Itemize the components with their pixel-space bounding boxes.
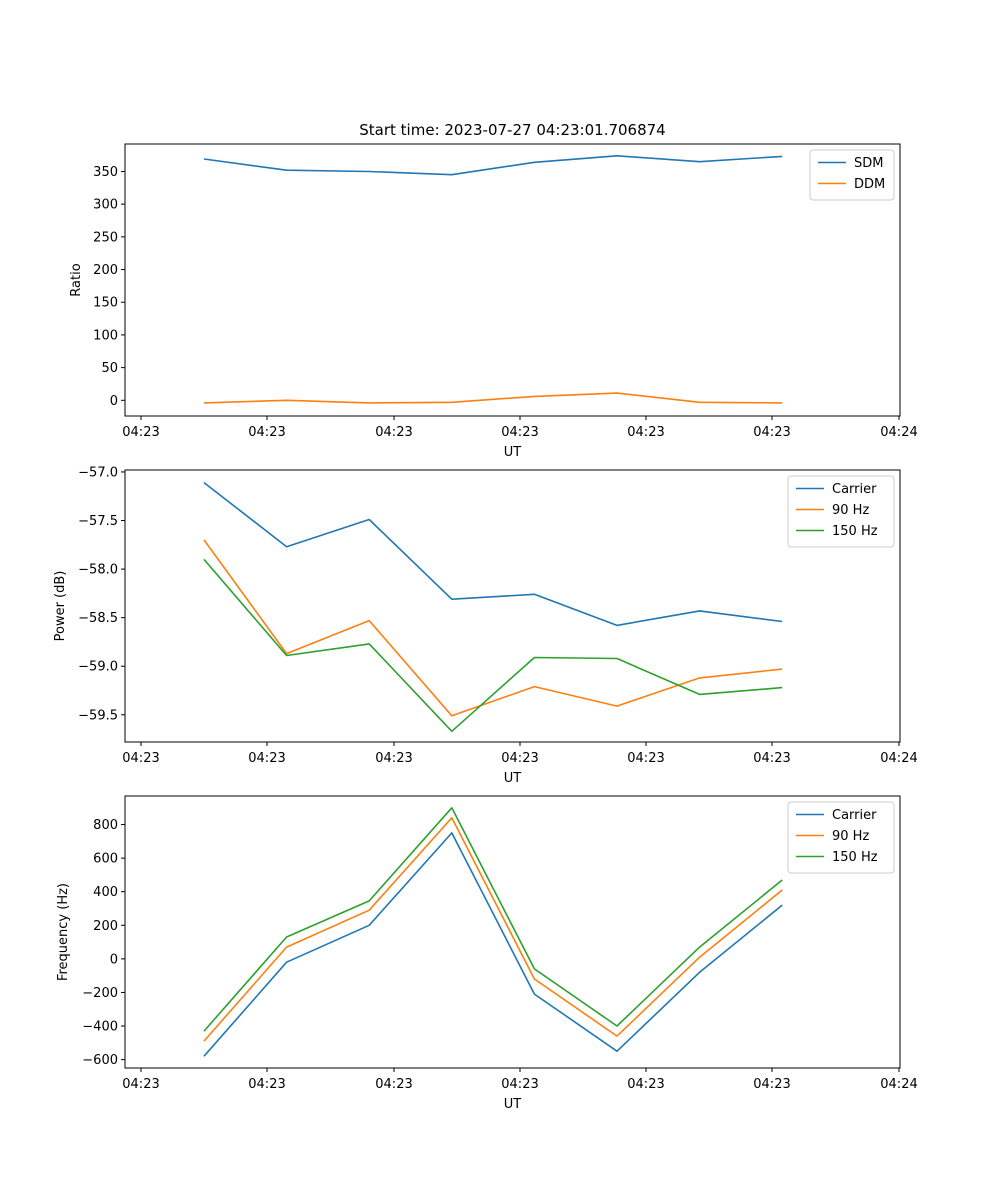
axes-frame bbox=[124, 143, 901, 417]
series-line-90-hz bbox=[203, 539, 783, 717]
series-line-ddm bbox=[203, 392, 783, 404]
x-tick-label: 04:23 bbox=[122, 425, 159, 440]
y-tick-label: −200 bbox=[82, 986, 118, 1001]
legend-label: Carrier bbox=[832, 482, 877, 497]
axes-frame bbox=[124, 795, 901, 1069]
x-tick-label: 04:23 bbox=[753, 1077, 790, 1092]
y-tick-label: 800 bbox=[93, 818, 118, 833]
y-tick-label: 250 bbox=[93, 230, 118, 245]
legend-label: SDM bbox=[854, 156, 883, 171]
y-tick-label: 200 bbox=[93, 263, 118, 278]
frequency-panel: 800 600 400 200 0 −200 −400 −600 04:23 04:23 04:2… bbox=[56, 795, 918, 1112]
x-axis-label: UT bbox=[504, 445, 522, 460]
x-tick-label: 04:23 bbox=[375, 751, 412, 766]
legend: Carrier 90 Hz 150 Hz bbox=[787, 801, 895, 874]
x-tick-label: 04:23 bbox=[375, 425, 412, 440]
series-line-90-hz bbox=[203, 816, 783, 1042]
y-tick-label: 0 bbox=[110, 952, 118, 967]
y-axis-label: Power (dB) bbox=[53, 571, 68, 642]
y-tick-label: −57.0 bbox=[78, 465, 118, 480]
y-tick-label: −59.0 bbox=[78, 660, 118, 675]
legend-label: 150 Hz bbox=[832, 850, 878, 865]
y-tick-label: 400 bbox=[93, 885, 118, 900]
y-tick-label: −600 bbox=[82, 1053, 118, 1068]
x-tick-label: 04:23 bbox=[753, 425, 790, 440]
x-tick-label: 04:23 bbox=[501, 1077, 538, 1092]
chart-title: Start time: 2023-07-27 04:23:01.706874 bbox=[359, 121, 665, 139]
x-tick-label: 04:23 bbox=[753, 751, 790, 766]
x-tick-label: 04:23 bbox=[501, 751, 538, 766]
legend-label: 150 Hz bbox=[832, 524, 878, 539]
series-line-carrier bbox=[203, 481, 783, 627]
x-tick-label: 04:23 bbox=[627, 1077, 664, 1092]
series-line-150-hz bbox=[203, 558, 783, 733]
legend-label: DDM bbox=[854, 177, 885, 192]
y-tick-label: 0 bbox=[110, 394, 118, 409]
legend-box bbox=[787, 801, 895, 874]
y-tick-label: −58.5 bbox=[78, 611, 118, 626]
y-tick-label: 600 bbox=[93, 852, 118, 867]
y-axis-label: Frequency (Hz) bbox=[56, 883, 71, 981]
power-panel: −57.0 −57.5 −58.0 −58.5 −59.0 −59.5 04:23 04:2… bbox=[53, 465, 918, 786]
x-tick-label: 04:23 bbox=[122, 751, 159, 766]
x-tick-label: 04:23 bbox=[248, 751, 285, 766]
axes-frame bbox=[124, 469, 901, 743]
series-line-sdm bbox=[203, 155, 783, 176]
legend-label: 90 Hz bbox=[832, 503, 869, 518]
legend: Carrier 90 Hz 150 Hz bbox=[787, 475, 895, 548]
series-line-carrier bbox=[203, 832, 783, 1057]
y-tick-label: 200 bbox=[93, 919, 118, 934]
ratio-panel: Start time: 2023-07-27 04:23:01.706874 0… bbox=[69, 121, 918, 460]
y-tick-label: −57.5 bbox=[78, 514, 118, 529]
x-axis-label: UT bbox=[504, 771, 522, 786]
y-tick-label: 300 bbox=[93, 198, 118, 213]
x-axis-label: UT bbox=[504, 1097, 522, 1112]
x-tick-label: 04:24 bbox=[880, 1077, 917, 1092]
y-tick-label: 50 bbox=[101, 361, 118, 376]
series-line-150-hz bbox=[203, 806, 783, 1032]
y-axis-label: Ratio bbox=[69, 263, 84, 296]
x-tick-label: 04:23 bbox=[122, 1077, 159, 1092]
legend: SDM DDM bbox=[809, 149, 895, 201]
y-tick-label: 350 bbox=[93, 165, 118, 180]
legend-label: Carrier bbox=[832, 808, 877, 823]
legend-box bbox=[787, 475, 895, 548]
y-tick-label: −59.5 bbox=[78, 708, 118, 723]
y-tick-label: −58.0 bbox=[78, 563, 118, 578]
y-tick-label: 100 bbox=[93, 328, 118, 343]
x-tick-label: 04:24 bbox=[880, 751, 917, 766]
y-tick-label: −400 bbox=[82, 1020, 118, 1035]
legend-label: 90 Hz bbox=[832, 829, 869, 844]
x-tick-label: 04:23 bbox=[248, 425, 285, 440]
x-tick-label: 04:23 bbox=[627, 751, 664, 766]
x-tick-label: 04:23 bbox=[501, 425, 538, 440]
x-tick-label: 04:23 bbox=[375, 1077, 412, 1092]
y-tick-label: 150 bbox=[93, 296, 118, 311]
x-tick-label: 04:23 bbox=[248, 1077, 285, 1092]
x-tick-label: 04:23 bbox=[627, 425, 664, 440]
x-tick-label: 04:24 bbox=[880, 425, 917, 440]
